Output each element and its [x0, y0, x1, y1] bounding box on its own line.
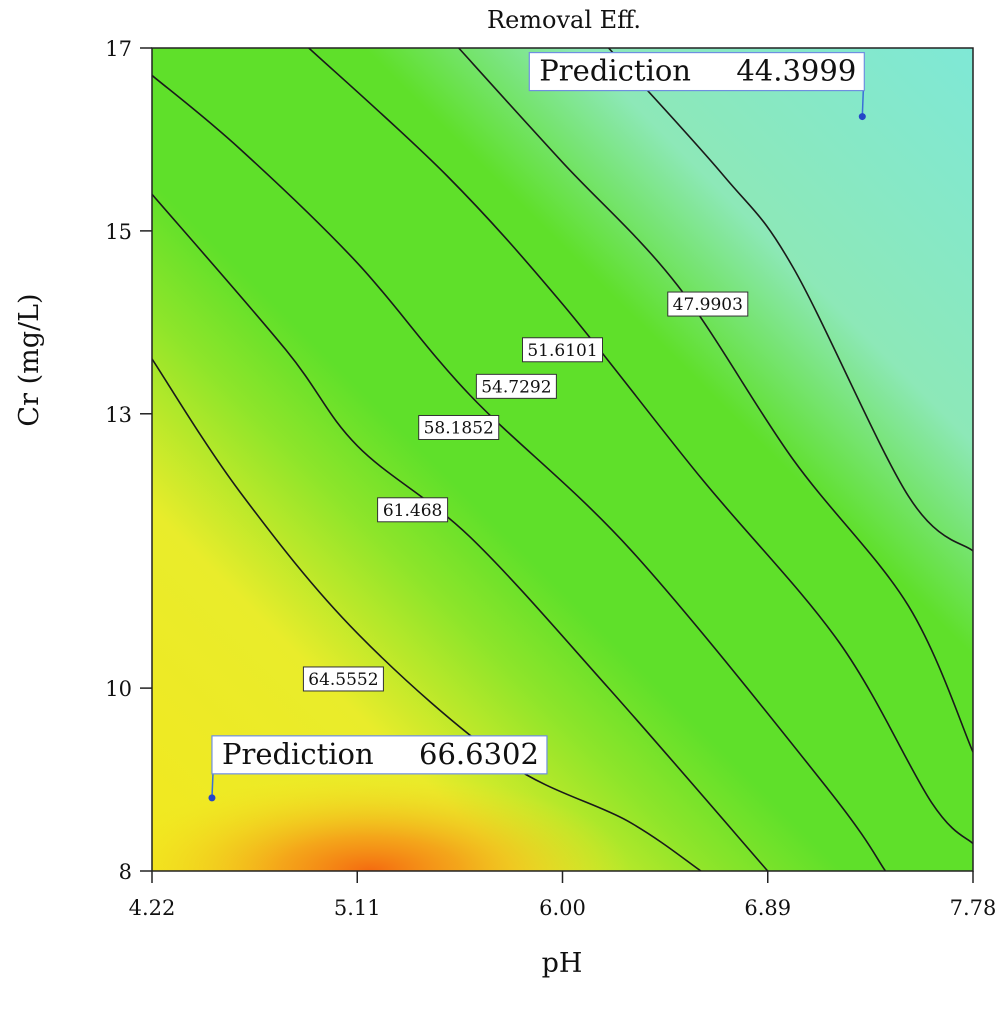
prediction-label: Prediction	[222, 737, 374, 771]
prediction-label: Prediction	[539, 54, 691, 88]
contour-line	[458, 48, 973, 753]
prediction-leader	[211, 773, 214, 798]
y-tick-label: 13	[105, 403, 132, 427]
x-tick-label: 4.22	[129, 896, 176, 920]
x-tick-label: 6.89	[744, 896, 791, 920]
y-tick-label: 15	[105, 220, 132, 244]
contour-label: 54.7292	[481, 377, 551, 397]
prediction-value: 44.3999	[736, 54, 856, 88]
contour-label: 64.5552	[308, 670, 378, 690]
x-tick-label: 5.11	[334, 896, 381, 920]
contour-line	[152, 74, 887, 871]
y-tick-label: 10	[105, 677, 132, 701]
peak-region	[152, 48, 973, 871]
contour-label: 58.1852	[424, 418, 494, 438]
y-tick-label: 8	[119, 860, 132, 884]
contour-label-box	[522, 337, 603, 363]
contour-label-box	[302, 666, 384, 692]
prediction-box	[528, 51, 865, 92]
contour-layer	[152, 48, 973, 871]
prediction-point	[208, 794, 216, 802]
prediction-box	[211, 735, 548, 775]
contour-label-box	[667, 291, 749, 317]
plot-fill	[152, 48, 973, 871]
contour-label: 51.6101	[527, 341, 597, 361]
x-axis: 4.22 5.11 6.00 6.89 7.78	[129, 871, 997, 920]
prediction-layer: Prediction 66.6302 Prediction 44.3999	[208, 51, 866, 802]
x-tick-label: 6.00	[539, 896, 586, 920]
prediction-point	[858, 113, 866, 121]
contour-label: 47.9903	[673, 295, 743, 315]
prediction-leader	[861, 90, 865, 117]
y-axis: 8 10 13 15 17	[105, 37, 152, 884]
x-tick-label: 7.78	[950, 896, 997, 920]
contour-label-box	[377, 497, 449, 523]
contour-line	[152, 358, 702, 871]
contour-labels: 64.5552 61.468 58.1852 54.7292 51.6101 47.990…	[302, 291, 749, 692]
contour-label-box	[418, 414, 500, 440]
contour-label: 61.468	[383, 501, 442, 521]
y-tick-label: 17	[105, 37, 132, 61]
contour-line	[308, 48, 973, 845]
prediction-value: 66.6302	[419, 737, 539, 771]
y-axis-title: Cr (mg/L)	[14, 293, 45, 426]
contour-label-box	[475, 373, 557, 399]
x-axis-title: pH	[542, 948, 583, 979]
chart-title: Removal Eff.	[487, 6, 641, 34]
contour-line	[608, 48, 973, 552]
